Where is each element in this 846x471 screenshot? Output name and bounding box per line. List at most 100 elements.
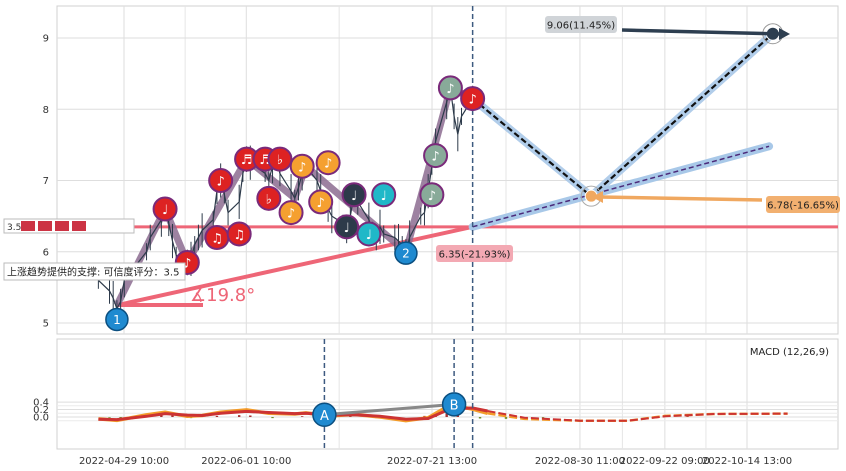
note-marker — [334, 214, 360, 240]
note-symbol: ♪ — [428, 189, 436, 204]
note-marker — [308, 189, 334, 215]
note-marker — [289, 153, 315, 179]
lower-target-box — [766, 196, 840, 213]
angle-label: ∡19.8° — [190, 285, 255, 306]
divergence-marker — [441, 392, 467, 417]
y-tick-label: 7 — [43, 176, 49, 187]
upper-target-box — [545, 16, 617, 33]
price-line — [97, 87, 474, 311]
note-marker — [152, 196, 178, 222]
note-symbol: ♪ — [217, 175, 225, 190]
x-tick-label: 2022-09-22 09:00 — [620, 456, 710, 467]
price-panel: 5 6 7 8 9 ♩ ♪ ♪ ♫ ♫ ♬ ♬ ♭ ♭ ♪ ♪ ♪ ♪ ♩ ♩ ♩ ♩ ♪ ♪ ♪ ♪ 1 2 9.06(11.45%)… — [3, 5, 840, 335]
macd-histogram-bar — [160, 415, 163, 417]
note-marker — [315, 150, 341, 176]
note-symbol: ♫ — [233, 228, 245, 243]
note-marker — [356, 221, 382, 247]
note-marker — [371, 182, 397, 208]
x-tick-label: 2022-10-14 13:00 — [702, 456, 792, 467]
macd-histogram-bar — [215, 415, 219, 417]
price-plot-area — [56, 5, 839, 335]
note-marker — [341, 182, 367, 208]
score-star-icon — [21, 221, 35, 231]
note-marker — [423, 143, 449, 169]
note-symbol: ♪ — [298, 160, 306, 175]
note-symbol: ♪ — [446, 82, 454, 97]
divergence-marker-text: A — [320, 409, 329, 424]
note-symbol: ♪ — [317, 196, 325, 211]
note-marker — [437, 75, 463, 101]
lower-target-arrow — [599, 195, 763, 202]
macd-y-tick-label: 0.4 — [33, 398, 49, 409]
trend-extension — [472, 145, 770, 228]
support-note-box — [3, 262, 186, 281]
x-tick-label: 2022-06-01 10:00 — [201, 456, 291, 467]
point-label-p1 — [105, 307, 129, 332]
upper-target-label: 9.06(11.45%) — [547, 21, 615, 32]
note-marker — [278, 200, 304, 226]
note-marker — [460, 86, 486, 112]
y-tick-label: 5 — [43, 319, 49, 330]
x-tick-label: 2022-04-29 10:00 — [79, 456, 169, 467]
macd-plot-area — [56, 338, 839, 450]
note-symbol: ♬ — [241, 153, 253, 168]
macd-histogram-bar — [108, 417, 111, 418]
score-note-text: 3.5 — [7, 223, 21, 233]
note-marker — [267, 146, 293, 172]
macd-title: MACD (12,26,9) — [750, 347, 829, 358]
lower-target-label: 6.78(-16.65%) — [767, 201, 839, 212]
macd-histogram-bar — [349, 416, 352, 417]
note-marker — [256, 185, 282, 211]
macd-y-tick-label: 0.2 — [33, 405, 49, 416]
macd-histogram-bar — [478, 417, 482, 419]
macd-histogram-bar — [171, 415, 174, 417]
lower-target-arrowhead — [592, 191, 603, 203]
macd-panel: 0.00.20.4 A B MACD (12,26,9) — [33, 338, 839, 450]
point-label-text: 1 — [113, 313, 121, 327]
score-star-icon — [55, 221, 69, 231]
note-symbol: ♪ — [183, 256, 191, 271]
note-symbol: ♩ — [381, 189, 387, 204]
macd-histogram-bar — [504, 417, 508, 419]
note-marker — [208, 168, 234, 193]
note-symbol: ♪ — [431, 150, 439, 165]
y-tick-label: 8 — [43, 105, 49, 116]
x-tick-label: 2022-08-30 11:00 — [535, 456, 625, 467]
note-symbol: ♪ — [287, 207, 295, 222]
point-label-text: 2 — [402, 247, 410, 261]
note-marker — [419, 182, 445, 208]
macd-histogram-bar — [456, 415, 460, 417]
macd-histogram-bar — [541, 417, 545, 418]
divergence-marker-text: B — [450, 398, 459, 413]
note-symbol: ♩ — [366, 228, 372, 243]
note-symbol: ♭ — [266, 192, 272, 207]
x-tick-label: 2022-07-21 13:00 — [387, 456, 477, 467]
y-tick-label: 6 — [43, 247, 49, 258]
score-star-icon — [38, 221, 52, 231]
point-label-p2 — [394, 241, 418, 265]
note-symbol: ♬ — [259, 153, 271, 168]
macd-histogram-bar — [249, 415, 252, 417]
note-symbol: ♩ — [162, 203, 168, 218]
support-note-text: 上涨趋势提供的支撑: 可信度评分：3.5 — [7, 266, 179, 279]
macd-histogram-bar — [237, 415, 241, 417]
note-symbol: ♪ — [324, 157, 332, 172]
macd-y-tick-label: 0.0 — [33, 413, 49, 424]
x-axis: 2022-04-29 10:00 2022-06-01 10:00 2022-07-… — [79, 456, 792, 467]
upper-target-arrow — [621, 28, 783, 36]
trend-line — [116, 224, 474, 308]
note-symbol: ♭ — [277, 153, 283, 168]
score-star-icon — [72, 221, 86, 231]
note-symbol: ♫ — [211, 232, 223, 247]
upper-target-arrowhead — [779, 28, 790, 40]
macd-histogram-bar — [686, 416, 689, 417]
support-value-box — [436, 245, 513, 262]
note-symbol: ♪ — [468, 93, 476, 108]
macd-dea-forecast — [487, 410, 788, 422]
support-value-label: 6.35(-21.93%) — [439, 250, 511, 261]
note-symbol: ♩ — [351, 189, 357, 204]
note-symbol: ♩ — [344, 221, 350, 236]
macd-histogram-bar — [119, 417, 122, 419]
divergence-marker — [312, 402, 337, 428]
